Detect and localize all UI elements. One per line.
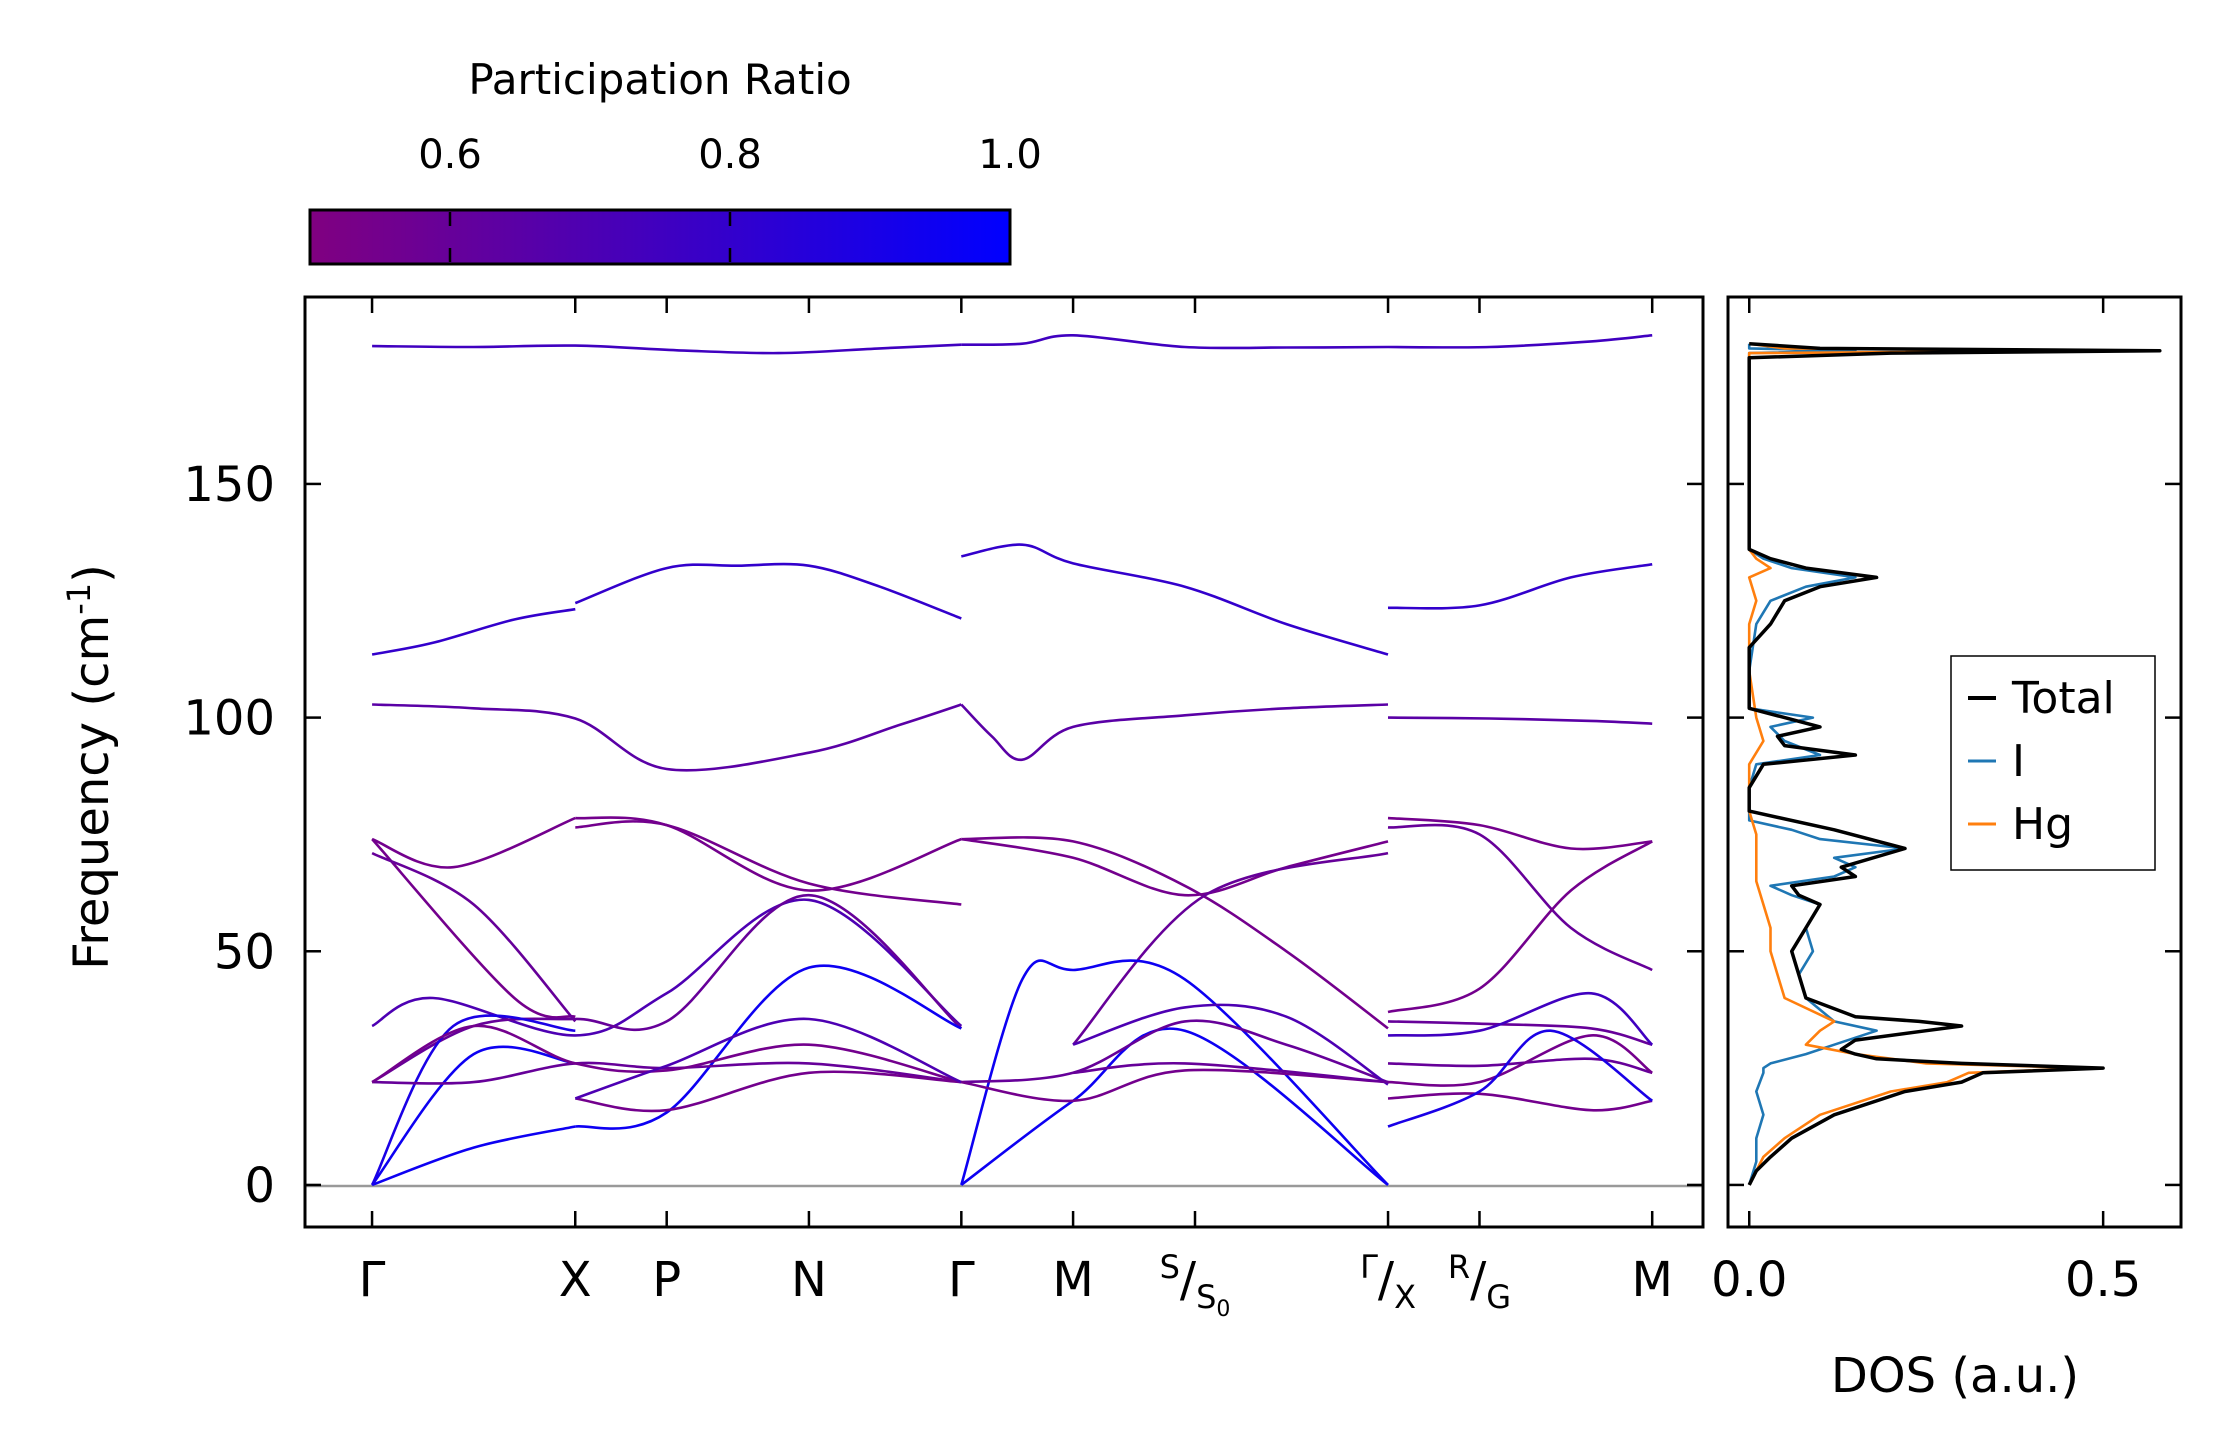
x-tick-label: Γ/X bbox=[1360, 1248, 1416, 1316]
y-tick-label: 150 bbox=[183, 457, 275, 513]
phonon-band-segment bbox=[1387, 716, 1653, 725]
phonon-band-segment bbox=[574, 562, 962, 620]
y-tick-label: 0 bbox=[244, 1158, 275, 1214]
phonon-band-segment bbox=[1387, 563, 1653, 610]
x-tick-label: S/S0 bbox=[1160, 1248, 1231, 1322]
phonon-band-segment bbox=[575, 820, 962, 906]
phonon-band-segment bbox=[371, 893, 963, 1084]
legend-label: Total bbox=[2011, 673, 2115, 724]
phonon-band-segment bbox=[961, 1019, 1389, 1084]
phonon-band-segment bbox=[1387, 1029, 1653, 1128]
phonon-band-segment bbox=[1387, 840, 1653, 1014]
colorbar-gradient bbox=[308, 208, 1012, 266]
colorbar-label: Participation Ratio bbox=[468, 55, 851, 104]
x-tick-label: Γ bbox=[948, 1252, 975, 1308]
dos-x-tick-label: 0.0 bbox=[1711, 1252, 1787, 1308]
colorbar-tick-label: 1.0 bbox=[978, 132, 1042, 178]
phonon-band-segment bbox=[371, 607, 576, 656]
x-tick-label: P bbox=[652, 1252, 681, 1308]
legend-frame bbox=[1950, 655, 2156, 871]
x-tick-label: X bbox=[559, 1252, 592, 1308]
phonon-band-segment bbox=[1387, 1020, 1653, 1046]
phonon-band-segment bbox=[575, 816, 962, 892]
phonon-band-segment bbox=[1072, 1061, 1389, 1084]
phonon-band-segment bbox=[1387, 334, 1653, 349]
legend-label: I bbox=[2012, 736, 2025, 787]
dos-panel: 0.0 0.5 DOS (a.u.) Total I Hg bbox=[1711, 295, 2183, 1404]
phonon-band-segment bbox=[1072, 1003, 1389, 1086]
phonon-band-segment bbox=[961, 333, 1389, 350]
x-tick-label: M bbox=[1631, 1252, 1672, 1308]
dos-axes-frame bbox=[1726, 295, 2183, 1229]
phonon-band-segment bbox=[961, 836, 1389, 1030]
dos-curves bbox=[1747, 341, 2162, 1186]
phonon-band-segment bbox=[371, 1045, 576, 1186]
phonon-band-segment bbox=[372, 703, 962, 772]
phonon-band-segment bbox=[371, 816, 576, 869]
dos-legend: Total I Hg bbox=[1950, 655, 2156, 871]
phonon-band-segment bbox=[575, 1070, 962, 1113]
phonon-band-segment bbox=[961, 837, 1389, 897]
band-axes-frame bbox=[303, 295, 1705, 1229]
phonon-band-segment bbox=[1387, 823, 1653, 972]
dos-x-axis-label: DOS (a.u.) bbox=[1831, 1348, 2079, 1404]
phonon-band-segment bbox=[372, 1061, 962, 1085]
band-structure-panel: 0 50 100 150 Γ X P N Γ M S/S0 Γ/X R/G M Frequency (c… bbox=[60, 295, 1705, 1322]
phonon-band-segment bbox=[1387, 991, 1654, 1046]
legend-label: Hg bbox=[2012, 799, 2073, 850]
phonon-band-segment bbox=[961, 543, 1389, 656]
phonon-band-segment bbox=[370, 1014, 576, 1186]
colorbar-tick-label: 0.6 bbox=[418, 132, 482, 178]
phonon-band-segment bbox=[960, 1027, 1389, 1186]
phonon-bands bbox=[370, 333, 1654, 1187]
phonon-band-segment bbox=[960, 703, 1389, 762]
phonon-band-segment bbox=[961, 1068, 1389, 1103]
phonon-band-segment bbox=[1387, 1092, 1653, 1112]
dos-curve-total bbox=[1747, 341, 2162, 1186]
phonon-band-segment bbox=[960, 959, 1389, 1186]
y-tick-label: 100 bbox=[183, 691, 275, 747]
colorbar-tick-label: 0.8 bbox=[698, 132, 762, 178]
phonon-band-segment bbox=[371, 898, 963, 1037]
x-tick-label: R/G bbox=[1448, 1248, 1511, 1316]
phonon-band-segment bbox=[371, 1024, 962, 1084]
phonon-band-segment bbox=[372, 343, 962, 355]
phonon-band-segment bbox=[1072, 851, 1389, 1046]
phonon-band-segment bbox=[1387, 1034, 1653, 1087]
phonon-band-segment bbox=[575, 964, 962, 1130]
x-tick-label: Γ bbox=[359, 1252, 386, 1308]
dos-x-tick-label: 0.5 bbox=[2065, 1252, 2141, 1308]
x-tick-label: M bbox=[1052, 1252, 1093, 1308]
x-tick-label: N bbox=[791, 1252, 827, 1308]
phonon-band-segment bbox=[1387, 816, 1653, 851]
phonon-band-segment bbox=[371, 851, 577, 1023]
colorbar: Participation Ratio 0.6 0.8 1.0 bbox=[308, 55, 1042, 266]
y-axis-label: Frequency (cm-1) bbox=[60, 564, 120, 970]
phonon-band-segment bbox=[371, 1125, 576, 1187]
phonon-band-segment bbox=[371, 838, 576, 1019]
phonon-band-segment bbox=[574, 1017, 962, 1100]
y-tick-label: 50 bbox=[214, 924, 275, 980]
